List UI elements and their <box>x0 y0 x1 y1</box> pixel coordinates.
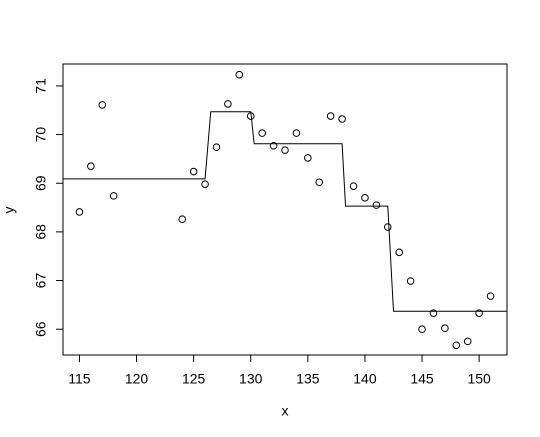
y-tick-label: 67 <box>33 273 49 289</box>
data-point <box>109 192 118 200</box>
data-point <box>224 100 232 108</box>
x-tick-label: 125 <box>182 371 206 387</box>
data-point <box>452 341 461 350</box>
data-point <box>269 141 278 150</box>
data-point <box>178 215 187 224</box>
data-point <box>383 223 392 231</box>
x-tick-label: 145 <box>410 371 434 387</box>
x-tick-label: 140 <box>353 371 377 387</box>
x-tick-label: 130 <box>239 371 263 387</box>
step-line <box>63 111 507 312</box>
data-point <box>486 292 495 300</box>
data-point <box>235 70 244 79</box>
x-tick-label: 135 <box>296 371 320 387</box>
y-axis-label: y <box>1 207 17 214</box>
data-point <box>212 143 221 152</box>
y-tick-label: 68 <box>33 224 49 240</box>
data-point <box>304 154 312 162</box>
x-tick-label: 150 <box>467 371 491 387</box>
data-point <box>395 248 403 257</box>
data-point <box>258 129 266 137</box>
data-point <box>189 167 198 176</box>
y-tick-label: 66 <box>33 321 49 337</box>
y-tick-label: 71 <box>33 78 49 94</box>
data-point <box>281 146 289 154</box>
plot-frame <box>62 63 508 356</box>
data-point <box>338 115 346 123</box>
data-point <box>315 178 324 187</box>
data-point <box>361 194 369 202</box>
y-tick-label: 70 <box>33 127 49 143</box>
data-point <box>75 208 84 216</box>
data-point <box>292 129 301 137</box>
data-point <box>326 112 335 120</box>
x-tick-label: 120 <box>125 371 149 387</box>
data-point <box>87 162 95 170</box>
data-point <box>98 101 107 109</box>
data-point <box>246 112 255 120</box>
data-point <box>463 337 472 346</box>
data-point <box>441 324 449 333</box>
data-point <box>372 201 381 209</box>
data-point <box>418 325 426 334</box>
data-point <box>406 277 415 285</box>
data-point <box>201 180 209 188</box>
x-axis-label: x <box>282 403 289 419</box>
x-tick-label: 115 <box>68 371 91 387</box>
data-point <box>429 309 438 317</box>
data-point <box>349 182 358 190</box>
data-point <box>475 309 483 317</box>
y-tick-label: 69 <box>33 175 49 191</box>
